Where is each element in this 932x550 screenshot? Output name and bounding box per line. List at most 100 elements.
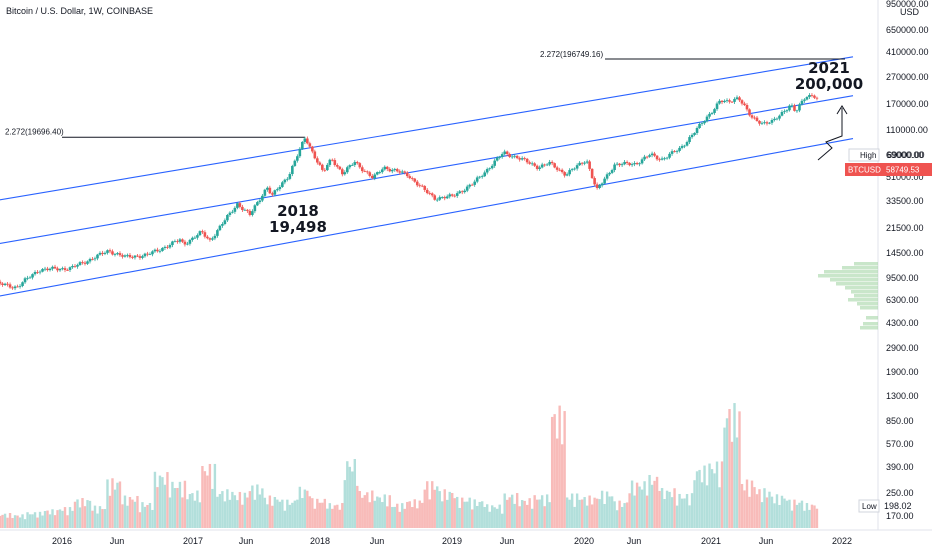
volume-bar bbox=[126, 505, 129, 528]
volume-bar bbox=[98, 506, 102, 528]
volume-bar bbox=[66, 515, 69, 528]
volume-bar bbox=[236, 500, 239, 528]
candle-body bbox=[695, 128, 699, 133]
volume-bar bbox=[550, 416, 554, 528]
candle-body bbox=[498, 156, 501, 158]
candle-body bbox=[500, 154, 504, 157]
candle-body bbox=[156, 249, 159, 252]
candle-body bbox=[328, 159, 332, 165]
candle-body bbox=[21, 282, 24, 286]
volume-bar bbox=[113, 489, 117, 528]
candle-body bbox=[693, 132, 696, 135]
volume-bar bbox=[535, 499, 539, 528]
volume-bar bbox=[76, 499, 79, 528]
candle-body bbox=[281, 182, 284, 187]
y-tick-label: 170000.00 bbox=[886, 99, 929, 109]
annotation-2018-value: 19,498 bbox=[269, 218, 327, 236]
candle-body bbox=[101, 252, 104, 254]
candle-body bbox=[28, 277, 32, 279]
volume-bar bbox=[463, 501, 466, 528]
volume-bar bbox=[436, 486, 439, 528]
volume-bar bbox=[328, 503, 332, 528]
candle-body bbox=[360, 167, 364, 172]
volume-bar bbox=[603, 503, 606, 528]
candle-body bbox=[533, 163, 536, 166]
volume-bar bbox=[785, 500, 789, 528]
volume-profile-bar bbox=[857, 302, 878, 306]
volume-bar bbox=[538, 499, 541, 528]
candle-body bbox=[161, 247, 164, 251]
volume-bar bbox=[108, 495, 112, 528]
candle-body bbox=[353, 162, 357, 165]
candle-body bbox=[505, 151, 509, 154]
volume-bar bbox=[730, 441, 734, 528]
volume-bar bbox=[1, 514, 4, 528]
candle-body bbox=[138, 256, 142, 258]
volume-bar bbox=[500, 513, 504, 528]
volume-bar bbox=[553, 414, 556, 528]
volume-bar bbox=[218, 494, 222, 528]
volume-bar bbox=[793, 499, 796, 528]
volume-bar bbox=[61, 510, 64, 528]
candle-body bbox=[398, 171, 402, 173]
candle-body bbox=[303, 138, 307, 142]
candle-body bbox=[93, 258, 97, 260]
candle-body bbox=[648, 155, 651, 157]
volume-bar bbox=[623, 503, 626, 528]
candle-body bbox=[136, 255, 139, 257]
candle-body bbox=[233, 207, 237, 212]
candle-body bbox=[630, 164, 634, 166]
volume-bar bbox=[288, 504, 292, 528]
volume-bar bbox=[745, 479, 749, 528]
volume-bar bbox=[281, 499, 284, 528]
candle-body bbox=[278, 186, 282, 190]
volume-bar bbox=[41, 515, 44, 528]
candle-body bbox=[623, 161, 626, 165]
candle-body bbox=[158, 250, 162, 252]
volume-bar bbox=[276, 499, 279, 528]
volume-bar bbox=[403, 508, 406, 528]
volume-bar bbox=[258, 494, 262, 528]
channel-line-lower bbox=[0, 137, 854, 297]
volume-bar bbox=[810, 504, 814, 528]
volume-bar bbox=[346, 461, 349, 528]
volume-bar bbox=[488, 511, 491, 528]
x-tick-label: 2021 bbox=[701, 536, 721, 546]
volume-bar bbox=[610, 496, 614, 528]
volume-bar bbox=[575, 493, 579, 528]
volume-bar bbox=[748, 496, 751, 528]
candle-body bbox=[390, 170, 394, 172]
candle-body bbox=[253, 205, 257, 212]
candle-body bbox=[133, 255, 137, 258]
candle-body bbox=[628, 162, 631, 166]
volume-bar bbox=[321, 502, 324, 528]
y-tick-label: 1300.00 bbox=[886, 391, 919, 401]
x-tick-label: Jun bbox=[370, 536, 385, 546]
volume-bar bbox=[743, 490, 746, 528]
volume-bar bbox=[803, 510, 806, 528]
volume-bar bbox=[96, 513, 99, 528]
volume-bar bbox=[273, 496, 277, 528]
candle-body bbox=[258, 200, 262, 203]
high-tag-box bbox=[848, 148, 880, 162]
volume-bar bbox=[101, 509, 104, 528]
volume-profile-bar bbox=[848, 298, 878, 302]
volume-bar bbox=[36, 517, 39, 528]
volume-bar bbox=[525, 504, 529, 528]
volume-bar bbox=[680, 498, 684, 528]
volume-bar bbox=[540, 495, 544, 528]
volume-bar bbox=[138, 512, 142, 528]
candle-body bbox=[420, 185, 424, 187]
candle-body bbox=[795, 110, 799, 112]
volume-bar bbox=[18, 517, 22, 528]
symbol-tag-label: BTCUSD bbox=[848, 166, 881, 175]
candle-body bbox=[538, 167, 541, 169]
volume-bar bbox=[760, 502, 764, 528]
candle-body bbox=[333, 160, 337, 166]
candle-body bbox=[248, 210, 252, 215]
volume-bar bbox=[13, 515, 17, 528]
volume-bar bbox=[778, 504, 781, 528]
volume-bar bbox=[168, 497, 172, 528]
candle-body bbox=[708, 113, 711, 117]
